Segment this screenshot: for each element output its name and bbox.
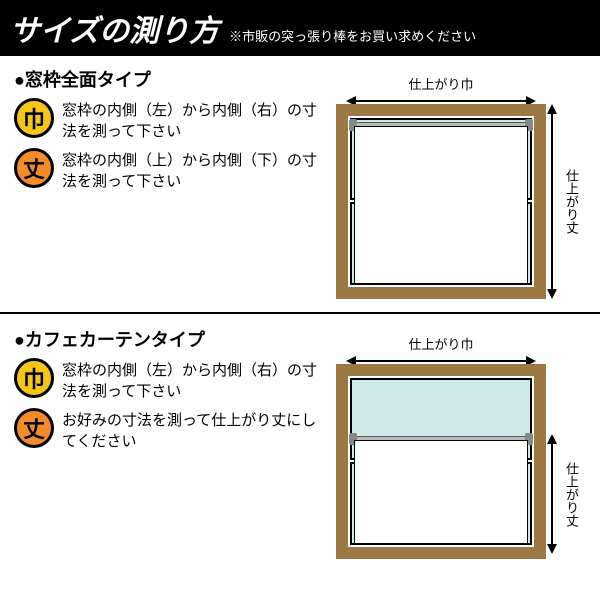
width-text-1: 仕上がり巾 [346, 74, 536, 93]
width-desc-2: 窓枠の内側（左）から内側（右）の寸法を測って下さい [62, 358, 318, 402]
section-cafe: ●カフェカーテンタイプ 巾 窓枠の内側（左）から内側（右）の寸法を測って下さい … [0, 316, 600, 570]
window-frame-2 [336, 364, 546, 559]
height-row-2: 丈 お好みの寸法を測って仕上がり丈にしてください [14, 408, 318, 452]
diagram-1: 仕上がり巾 仕上がり丈 [331, 74, 581, 304]
diagram-2: 仕上がり巾 仕上がり丈 [331, 334, 581, 564]
height-row-1: 丈 窓枠の内側（上）から内側（下）の寸法を測って下さい [14, 148, 318, 192]
width-indicator-1: 仕上がり巾 [346, 74, 536, 107]
height-desc-2: お好みの寸法を測って仕上がり丈にしてください [62, 408, 318, 452]
window-frame-1 [336, 104, 546, 299]
width-circle-1: 巾 [14, 98, 54, 138]
width-row-2: 巾 窓枠の内側（左）から内側（右）の寸法を測って下さい [14, 358, 318, 402]
height-indicator-1: 仕上がり丈 [546, 104, 581, 299]
height-indicator-2: 仕上がり丈 [546, 434, 581, 554]
section2-title: ●カフェカーテンタイプ [14, 326, 318, 352]
section-full: ●窓枠全面タイプ 巾 窓枠の内側（左）から内側（右）の寸法を測って下さい 丈 窓… [0, 56, 600, 310]
height-desc-1: 窓枠の内側（上）から内側（下）の寸法を測って下さい [62, 148, 318, 192]
height-circle-1: 丈 [14, 148, 54, 188]
width-indicator-2: 仕上がり巾 [346, 334, 536, 367]
height-text-2: 仕上がり丈 [562, 462, 581, 527]
width-circle-2: 巾 [14, 358, 54, 398]
header-title: サイズの測り方 [10, 6, 219, 50]
width-desc-1: 窓枠の内側（左）から内側（右）の寸法を測って下さい [62, 98, 318, 142]
section1-title: ●窓枠全面タイプ [14, 66, 318, 92]
height-text-1: 仕上がり丈 [562, 169, 581, 234]
width-text-2: 仕上がり巾 [346, 334, 536, 353]
header: サイズの測り方 ※市販の突っ張り棒をお買い求めください [0, 0, 600, 56]
width-row-1: 巾 窓枠の内側（左）から内側（右）の寸法を測って下さい [14, 98, 318, 142]
height-circle-2: 丈 [14, 408, 54, 448]
header-note: ※市販の突っ張り棒をお買い求めください [229, 26, 476, 45]
divider [0, 312, 600, 314]
